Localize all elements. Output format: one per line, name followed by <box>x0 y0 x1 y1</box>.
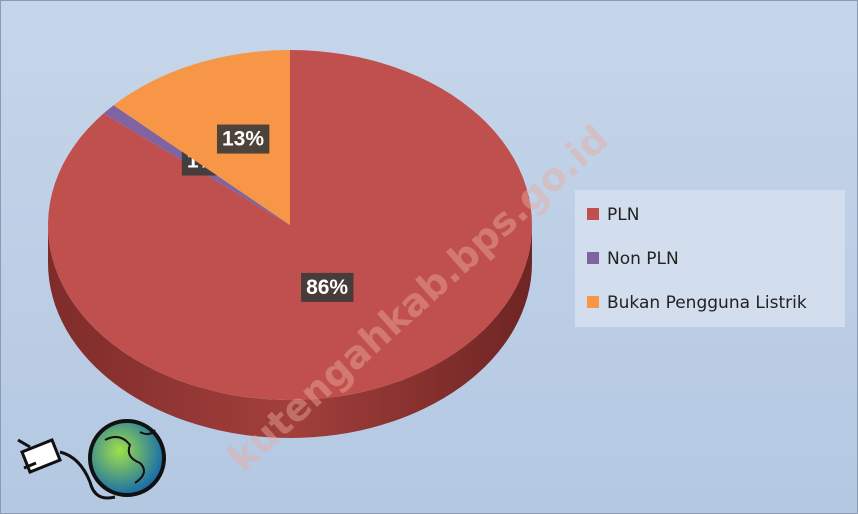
legend-label: PLN <box>607 205 639 225</box>
legend-swatch <box>587 296 599 308</box>
legend-label: Bukan Pengguna Listrik <box>607 293 807 313</box>
legend-swatch <box>587 208 599 220</box>
chart: 86%1%13% PLNNon PLNBukan Pengguna Listri… <box>0 0 858 514</box>
legend-swatch <box>587 252 599 264</box>
data-label: 86% <box>306 276 348 299</box>
data-label: 13% <box>222 128 264 151</box>
legend-label: Non PLN <box>607 249 679 269</box>
